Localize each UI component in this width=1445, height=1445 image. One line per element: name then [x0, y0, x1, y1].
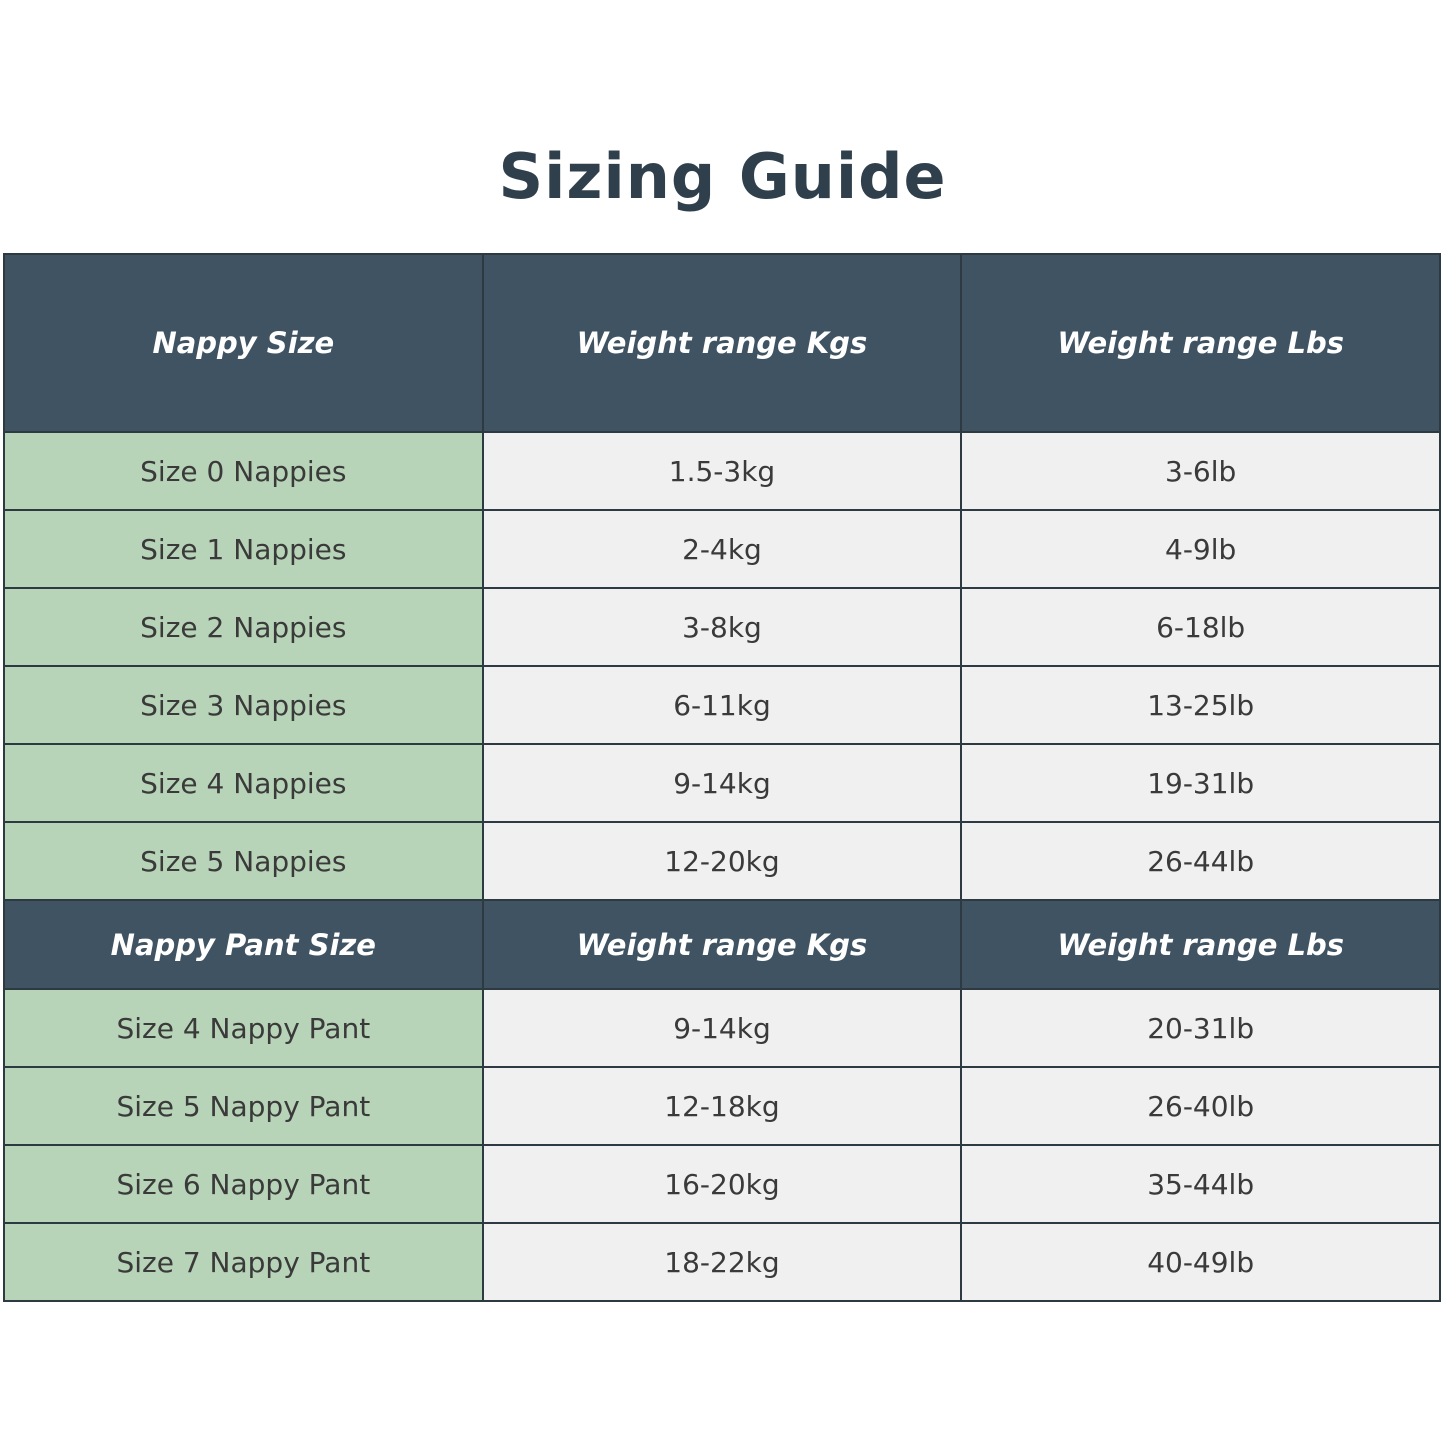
lb-cell: 20-31lb [960, 988, 1441, 1068]
kg-cell: 3-8kg [481, 587, 963, 667]
kg-cell: 2-4kg [481, 509, 963, 589]
size-cell: Size 2 Nappies [3, 587, 484, 667]
lb-cell: 4-9lb [960, 509, 1441, 589]
pants-header-row: Nappy Pant Size Weight range Kgs Weight ra… [3, 899, 1441, 990]
table-row: Size 2 Nappies 3-8kg 6-18lb [3, 587, 1441, 667]
size-cell: Size 4 Nappy Pant [3, 988, 484, 1068]
table-row: Size 4 Nappies 9-14kg 19-31lb [3, 743, 1441, 823]
size-cell: Size 3 Nappies [3, 665, 484, 745]
column-header: Nappy Size [3, 253, 484, 433]
table-row: Size 1 Nappies 2-4kg 4-9lb [3, 509, 1441, 589]
nappies-header-row: Nappy Size Weight range Kgs Weight range L… [3, 253, 1441, 433]
kg-cell: 12-20kg [481, 821, 963, 901]
sizing-table: Nappy Size Weight range Kgs Weight range L… [3, 253, 1441, 1302]
kg-cell: 18-22kg [481, 1222, 963, 1302]
kg-cell: 6-11kg [481, 665, 963, 745]
lb-cell: 26-44lb [960, 821, 1441, 901]
table-row: Size 6 Nappy Pant 16-20kg 35-44lb [3, 1144, 1441, 1224]
lb-cell: 3-6lb [960, 431, 1441, 511]
column-header: Weight range Kgs [481, 253, 963, 433]
lb-cell: 19-31lb [960, 743, 1441, 823]
size-cell: Size 0 Nappies [3, 431, 484, 511]
size-cell: Size 6 Nappy Pant [3, 1144, 484, 1224]
page-title: Sizing Guide [498, 140, 947, 213]
table-row: Size 5 Nappies 12-20kg 26-44lb [3, 821, 1441, 901]
size-cell: Size 5 Nappies [3, 821, 484, 901]
kg-cell: 9-14kg [481, 988, 963, 1068]
lb-cell: 6-18lb [960, 587, 1441, 667]
table-row: Size 5 Nappy Pant 12-18kg 26-40lb [3, 1066, 1441, 1146]
table-row: Size 0 Nappies 1.5-3kg 3-6lb [3, 431, 1441, 511]
column-header: Weight range Kgs [481, 899, 963, 990]
kg-cell: 16-20kg [481, 1144, 963, 1224]
lb-cell: 26-40lb [960, 1066, 1441, 1146]
lb-cell: 13-25lb [960, 665, 1441, 745]
column-header: Weight range Lbs [960, 253, 1441, 433]
table-row: Size 7 Nappy Pant 18-22kg 40-49lb [3, 1222, 1441, 1302]
column-header: Nappy Pant Size [3, 899, 484, 990]
kg-cell: 9-14kg [481, 743, 963, 823]
table-row: Size 4 Nappy Pant 9-14kg 20-31lb [3, 988, 1441, 1068]
kg-cell: 1.5-3kg [481, 431, 963, 511]
size-cell: Size 4 Nappies [3, 743, 484, 823]
size-cell: Size 1 Nappies [3, 509, 484, 589]
kg-cell: 12-18kg [481, 1066, 963, 1146]
table-row: Size 3 Nappies 6-11kg 13-25lb [3, 665, 1441, 745]
size-cell: Size 5 Nappy Pant [3, 1066, 484, 1146]
column-header: Weight range Lbs [960, 899, 1441, 990]
lb-cell: 35-44lb [960, 1144, 1441, 1224]
size-cell: Size 7 Nappy Pant [3, 1222, 484, 1302]
lb-cell: 40-49lb [960, 1222, 1441, 1302]
